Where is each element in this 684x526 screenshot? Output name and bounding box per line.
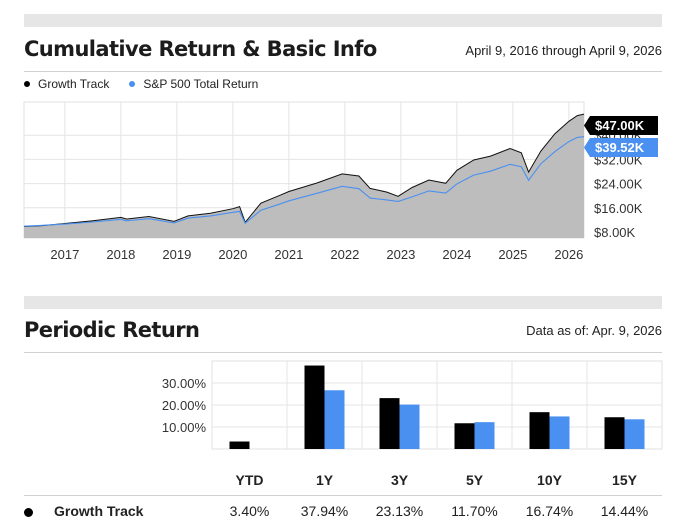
- periodic-chart: 10.00% 20.00% 30.00%: [162, 360, 663, 450]
- header-rule: [24, 71, 662, 72]
- cumulative-date-range: April 9, 2016 through April 9, 2026: [465, 43, 662, 58]
- table-rule: [24, 495, 662, 496]
- legend-item-sp500[interactable]: S&P 500 Total Return: [129, 77, 258, 91]
- end-label-growth: $47.00K: [584, 116, 658, 135]
- table-cell-3y: 23.13%: [375, 503, 424, 519]
- bar-5y-sp500: [474, 422, 495, 449]
- cumulative-title: Cumulative Return & Basic Info: [24, 37, 377, 61]
- y-tick-label: 30.00%: [162, 376, 207, 391]
- x-tick-label: 2022: [330, 247, 359, 262]
- end-label-growth-text: $47.00K: [595, 118, 645, 133]
- bar-10y-growth: [529, 412, 550, 449]
- periodic-y-ticks: 10.00% 20.00% 30.00%: [162, 376, 207, 435]
- header-rule: [24, 352, 662, 353]
- bar-15y-sp500: [624, 419, 645, 449]
- legend-label-sp500: S&P 500 Total Return: [143, 77, 259, 91]
- x-tick-label: 2021: [274, 247, 303, 262]
- periodic-as-of: Data as of: Apr. 9, 2026: [526, 323, 662, 338]
- row-dot-black: [24, 508, 33, 517]
- section-divider-band: [24, 296, 662, 309]
- bar-15y-growth: [604, 417, 625, 449]
- table-cell-10y: 16.74%: [525, 503, 574, 519]
- table-header-ytd: YTD: [235, 472, 264, 488]
- x-tick-label: 2019: [162, 247, 191, 262]
- table-header-1y: 1Y: [315, 472, 334, 488]
- end-label-sp500: $39.52K: [584, 138, 658, 157]
- bar-3y-sp500: [399, 404, 420, 449]
- legend-label-growth: Growth Track: [38, 77, 110, 91]
- bar-1y-sp500: [324, 390, 345, 449]
- growth-area-fill: [24, 114, 584, 238]
- periodic-bars: [229, 365, 645, 449]
- y-tick-label: $8.00K: [594, 225, 636, 240]
- y-tick-label: 10.00%: [162, 420, 207, 435]
- table-header-15y: 15Y: [612, 472, 637, 488]
- end-label-sp500-text: $39.52K: [595, 140, 645, 155]
- table-cell-1y: 37.94%: [300, 503, 349, 519]
- cumulative-legend: Growth Track S&P 500 Total Return: [24, 77, 258, 91]
- bar-10y-sp500: [549, 416, 570, 449]
- growth-track-line: [23, 113, 585, 227]
- x-tick-label: 2026: [554, 247, 583, 262]
- bar-1y-growth: [304, 365, 325, 449]
- legend-dot-black: [24, 81, 30, 87]
- x-tick-label: 2025: [498, 247, 527, 262]
- sp500-line: [23, 136, 585, 227]
- legend-dot-blue: [129, 81, 136, 87]
- legend-item-growth[interactable]: Growth Track: [24, 77, 109, 91]
- x-tick-label: 2023: [386, 247, 415, 262]
- table-header-10y: 10Y: [537, 472, 562, 488]
- periodic-title: Periodic Return: [24, 318, 200, 342]
- cumulative-x-ticks: 2017 2018 2019 2020 2021 2022 2023 2024 2025 2026: [50, 247, 583, 262]
- x-tick-label: 2024: [442, 247, 471, 262]
- table-header-3y: 3Y: [390, 472, 409, 488]
- table-header-5y: 5Y: [465, 472, 484, 488]
- bar-3y-growth: [379, 398, 400, 449]
- x-tick-label: 2018: [106, 247, 135, 262]
- periodic-grid: [211, 360, 663, 450]
- x-tick-label: 2020: [218, 247, 247, 262]
- bar-ytd-growth: [229, 441, 250, 449]
- table-cell-15y: 14.44%: [600, 503, 649, 519]
- cumulative-chart: $8.00K$16.00K$24.00K$32.00K$40.00K 2017 2…: [23, 101, 658, 262]
- y-tick-label: 20.00%: [162, 398, 207, 413]
- table-cell-5y: 11.70%: [451, 503, 498, 519]
- section-divider-band: [24, 14, 662, 27]
- bar-5y-growth: [454, 423, 475, 449]
- y-tick-label: $16.00K: [594, 201, 643, 216]
- x-tick-label: 2017: [50, 247, 79, 262]
- row-label-growth: Growth Track: [54, 503, 144, 519]
- table-cell-ytd: 3.40%: [229, 503, 270, 519]
- y-tick-label: $24.00K: [594, 177, 643, 192]
